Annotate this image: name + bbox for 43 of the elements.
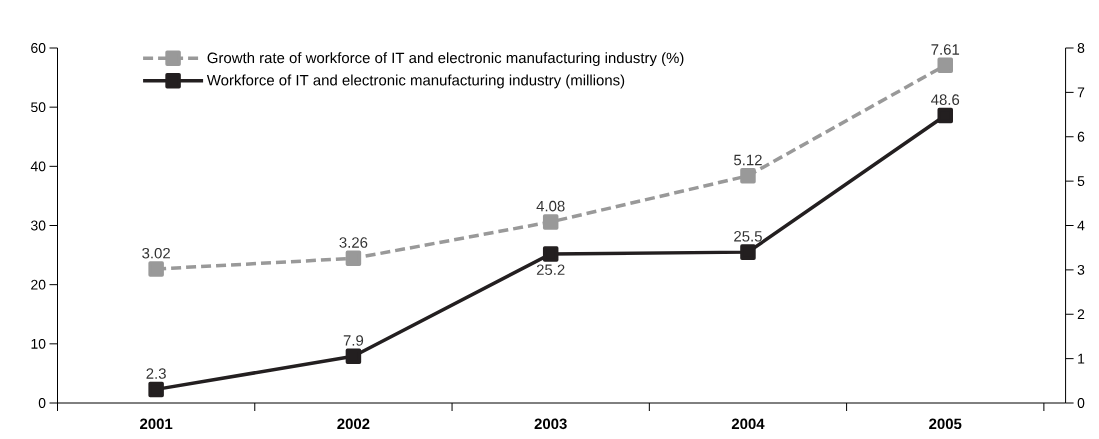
y-tick-label: 20 bbox=[31, 279, 46, 290]
x-tick-label: 2001 bbox=[140, 418, 173, 430]
point bbox=[345, 348, 362, 365]
data-label: 4.08 bbox=[536, 200, 565, 212]
data-label: 25.5 bbox=[734, 231, 762, 242]
point bbox=[345, 250, 362, 267]
y-tick-label: 10 bbox=[31, 338, 46, 349]
data-label: 25.2 bbox=[536, 264, 565, 275]
y2-tick-label: 8 bbox=[1077, 43, 1085, 53]
y-tick-label: 40 bbox=[30, 161, 46, 172]
legend-label: Workforce of IT and electronic manufacturing industry (millions) bbox=[206, 74, 625, 89]
legend-label: Growth rate of workforce of IT and electronic manufacturing industry (%) bbox=[207, 52, 684, 67]
data-label: 7.9 bbox=[343, 335, 364, 346]
y2-tick-label: 5 bbox=[1077, 176, 1085, 186]
y2-tick-label: 4 bbox=[1077, 220, 1085, 231]
y2-tick-label: 0 bbox=[1077, 398, 1085, 408]
x-tick-label: 2005 bbox=[929, 418, 962, 430]
x-tick-label: 2004 bbox=[731, 418, 765, 430]
x-tick-label: 2003 bbox=[534, 418, 567, 430]
data-label: 3.26 bbox=[339, 237, 368, 248]
data-label: 2.3 bbox=[146, 368, 166, 379]
point bbox=[148, 261, 164, 277]
point bbox=[148, 381, 164, 398]
data-label: 5.12 bbox=[734, 154, 762, 166]
y-tick-label: 50 bbox=[31, 102, 46, 113]
y2-tick-label: 1 bbox=[1078, 353, 1085, 364]
point bbox=[740, 244, 756, 260]
data-label: 48.6 bbox=[931, 94, 960, 105]
data-label: 3.02 bbox=[142, 247, 170, 259]
y-tick-label: 60 bbox=[31, 43, 46, 53]
y2-tick-label: 2 bbox=[1077, 309, 1085, 320]
point bbox=[542, 214, 559, 230]
x-tick-label: 2002 bbox=[337, 418, 370, 430]
point bbox=[740, 168, 756, 184]
y2-tick-label: 6 bbox=[1077, 131, 1085, 142]
point bbox=[937, 107, 953, 124]
y-tick-label: 30 bbox=[31, 220, 46, 231]
y2-tick-label: 3 bbox=[1077, 264, 1085, 275]
y2-tick-label: 7 bbox=[1077, 87, 1085, 98]
point bbox=[542, 246, 559, 262]
data-label: 7.61 bbox=[931, 44, 960, 55]
point bbox=[937, 57, 953, 74]
y-tick-label: 0 bbox=[38, 398, 46, 408]
